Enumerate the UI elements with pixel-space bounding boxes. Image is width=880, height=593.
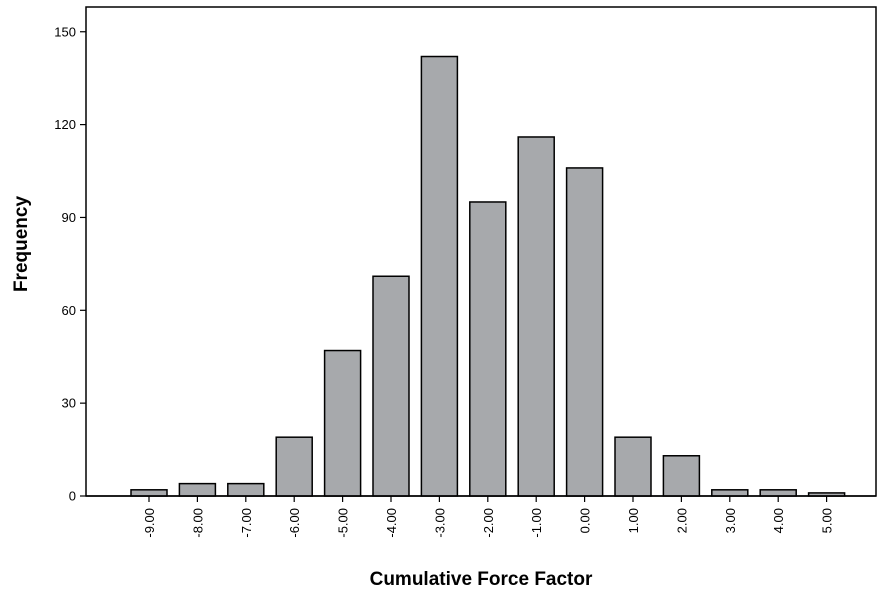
- bar: [662, 455, 701, 497]
- x-tick-label: 0.00: [578, 508, 593, 533]
- x-tick-label: -1.00: [529, 508, 544, 538]
- x-tick-label: -3.00: [432, 508, 447, 538]
- x-tick-label: 1.00: [626, 508, 641, 533]
- x-tick-label: -6.00: [287, 508, 302, 538]
- x-axis-title: Cumulative Force Factor: [370, 569, 593, 590]
- x-tick-label: 3.00: [723, 508, 738, 533]
- bar: [372, 275, 410, 497]
- bar: [323, 349, 362, 497]
- bar: [178, 482, 217, 497]
- y-axis-title: Frequency: [11, 196, 32, 293]
- y-tick-label: 120: [54, 117, 76, 132]
- x-tick-label: -5.00: [336, 508, 351, 538]
- x-tick-label: -9.00: [142, 508, 157, 538]
- y-tick-label: 60: [62, 303, 76, 318]
- bar: [759, 489, 797, 497]
- bar: [565, 167, 604, 497]
- y-tick-label: 150: [54, 24, 76, 39]
- x-tick-label: -2.00: [481, 508, 496, 538]
- y-tick-label: 0: [69, 489, 76, 504]
- x-tick-label: -4.00: [384, 508, 399, 538]
- x-tick-label: 5.00: [820, 508, 835, 533]
- y-tick-label: 30: [62, 396, 76, 411]
- bars: [130, 55, 846, 497]
- x-tick-label: 4.00: [771, 508, 786, 533]
- bar: [130, 489, 168, 497]
- bar: [517, 136, 555, 497]
- bar: [275, 436, 313, 497]
- y-axis: 0 30 60 90 120 150: [54, 24, 86, 504]
- bar: [614, 436, 652, 497]
- bar: [420, 55, 459, 497]
- x-tick-label: 2.00: [674, 508, 689, 533]
- bar: [227, 482, 265, 497]
- bar: [711, 489, 749, 497]
- x-tick-label: -8.00: [190, 508, 205, 538]
- y-tick-label: 90: [62, 210, 76, 225]
- x-axis: -9.00 -8.00 -7.00 -6.00 -5.00 -4.00 -3.00 -2.00…: [86, 495, 876, 538]
- x-tick-label: -7.00: [239, 508, 254, 538]
- bar: [469, 201, 507, 497]
